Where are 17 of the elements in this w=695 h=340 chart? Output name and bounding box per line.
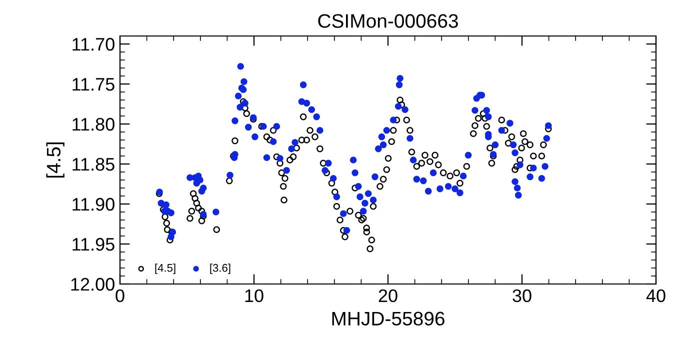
x-tick-label: 20 bbox=[378, 289, 398, 302]
x-tick-label: 30 bbox=[512, 289, 532, 302]
y-tick-label: 11.80 bbox=[72, 118, 114, 131]
y-tick-label: 12.00 bbox=[71, 278, 114, 291]
legend-label: [4.5] bbox=[155, 264, 176, 274]
y-tick-label: 11.85 bbox=[72, 158, 114, 171]
y-axis-title: [4.5] bbox=[46, 142, 64, 178]
x-tick-label: 10 bbox=[245, 289, 264, 302]
y-tick-label: 11.75 bbox=[72, 78, 114, 91]
y-tick-label: 11.90 bbox=[72, 198, 114, 211]
legend-label: [3.6] bbox=[210, 264, 230, 274]
x-tick-label: 40 bbox=[646, 289, 666, 302]
x-axis-title: MHJD-55896 bbox=[332, 312, 444, 326]
y-tick-label: 11.70 bbox=[72, 38, 114, 51]
chart-title: CSIMon-000663 bbox=[318, 14, 458, 28]
x-tick-label: 0 bbox=[116, 289, 124, 302]
y-tick-label: 11.95 bbox=[72, 238, 114, 251]
